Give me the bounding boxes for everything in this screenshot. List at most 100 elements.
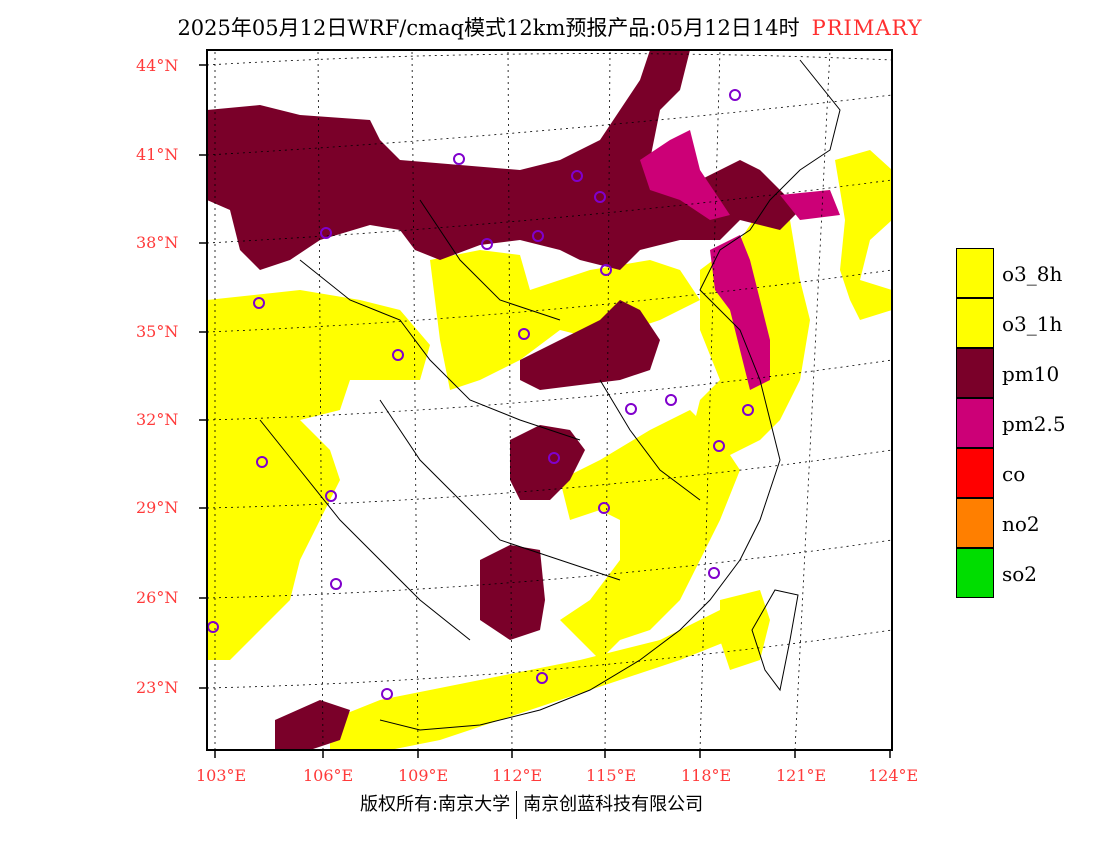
lat-label: 41°N [136,145,179,164]
lon-label: 109°E [398,766,449,785]
copyright-right: 南京创蓝科技有限公司 [523,794,704,815]
station-marker [729,89,741,101]
lon-label: 124°E [868,766,919,785]
legend-item-pm25: pm2.5 [956,398,1096,448]
legend-label: o3_1h [1002,312,1063,336]
lat-label: 32°N [136,410,179,429]
pm25-region-bohai [780,190,840,220]
axis-ticks [199,64,891,758]
legend: o3_8h o3_1h pm10 pm2.5 co no2 so2 [956,248,1096,598]
graticule-line [207,359,892,421]
graticule-line [699,50,721,750]
province-border [379,399,621,581]
taiwan-outline [751,589,799,692]
legend-label: o3_8h [1002,262,1063,286]
legend-item-o3-8h: o3_8h [956,248,1096,298]
legend-item-so2: so2 [956,548,1096,598]
lon-label: 121°E [776,766,827,785]
station-marker [320,227,332,239]
province-border [599,379,701,501]
lon-label: 118°E [681,766,732,785]
station-marker [253,297,265,309]
pm10-region-northwest [207,50,800,270]
o3-region-northeast [835,150,892,320]
station-marker [625,403,637,415]
station-marker [600,264,612,276]
lon-label: 112°E [492,766,543,785]
station-marker [518,328,530,340]
legend-item-o3-1h: o3_1h [956,298,1096,348]
o3-region-southeast-band [560,410,740,660]
legend-swatch [956,548,994,598]
o3-region-taiwan-strait [720,590,770,670]
graticule-line [411,50,419,750]
station-marker [532,230,544,242]
legend-item-pm10: pm10 [956,348,1096,398]
pm25-region-coast [710,235,770,390]
lat-label: 44°N [136,56,179,75]
copyright-left: 版权所有:南京大学 [360,794,511,815]
station-marker [392,349,404,361]
legend-label: pm10 [1002,362,1060,386]
title-main: 2025年05月12日WRF/cmaq模式12km预报产品:05月12日14时 [177,16,800,40]
legend-swatch [956,248,994,298]
o3-regions [207,150,892,750]
o3-region-west [207,290,430,660]
station-marker [453,153,465,165]
lat-label: 35°N [136,322,179,341]
station-marker [481,238,493,250]
graticule-line [507,50,513,750]
graticule-line [317,50,324,750]
lat-label: 23°N [136,678,179,697]
graticule-line [604,50,611,750]
lat-label: 26°N [136,588,179,607]
legend-swatch [956,298,994,348]
graticule-line [207,539,892,599]
graticule-line [207,94,892,156]
coastline [379,59,841,731]
lon-label: 106°E [303,766,354,785]
graticule-line [207,179,892,244]
pm10-region-south [480,545,545,640]
lon-label: 103°E [196,766,247,785]
station-marker [742,404,754,416]
map-body [207,50,892,750]
station-marker [571,170,583,182]
legend-label: no2 [1002,512,1040,536]
legend-item-co: co [956,448,1096,498]
legend-label: so2 [1002,562,1038,586]
pm25-regions [640,130,840,390]
pm10-region-hunan [510,425,585,500]
legend-swatch [956,398,994,448]
graticule-line [207,269,892,333]
legend-swatch [956,498,994,548]
station-marker [713,440,725,452]
lat-label: 29°N [136,498,179,517]
pm10-region-central [520,300,660,390]
station-markers [207,89,754,700]
graticule-line [207,449,892,509]
copyright-footer: 版权所有:南京大学 南京创蓝科技有限公司 [360,790,703,819]
graticule-line [794,50,831,750]
pm10-regions [207,50,800,750]
boundaries [259,59,841,731]
station-marker [548,452,560,464]
lon-label: 115°E [586,766,637,785]
pm10-region-southwest [275,700,350,750]
title-tag: PRIMARY [811,16,923,40]
station-marker [325,490,337,502]
legend-swatch [956,448,994,498]
map-title: 2025年05月12日WRF/cmaq模式12km预报产品:05月12日14时 P… [0,12,1100,42]
graticule-line [207,629,892,689]
station-marker [330,578,342,590]
station-marker [594,191,606,203]
legend-label: co [1002,462,1026,486]
o3-region-central-band [430,250,700,390]
graticule [207,50,892,750]
legend-label: pm2.5 [1002,412,1066,436]
province-border [259,419,471,641]
province-border [299,259,581,441]
pm25-region-north-china [640,130,730,220]
province-border [419,199,561,321]
